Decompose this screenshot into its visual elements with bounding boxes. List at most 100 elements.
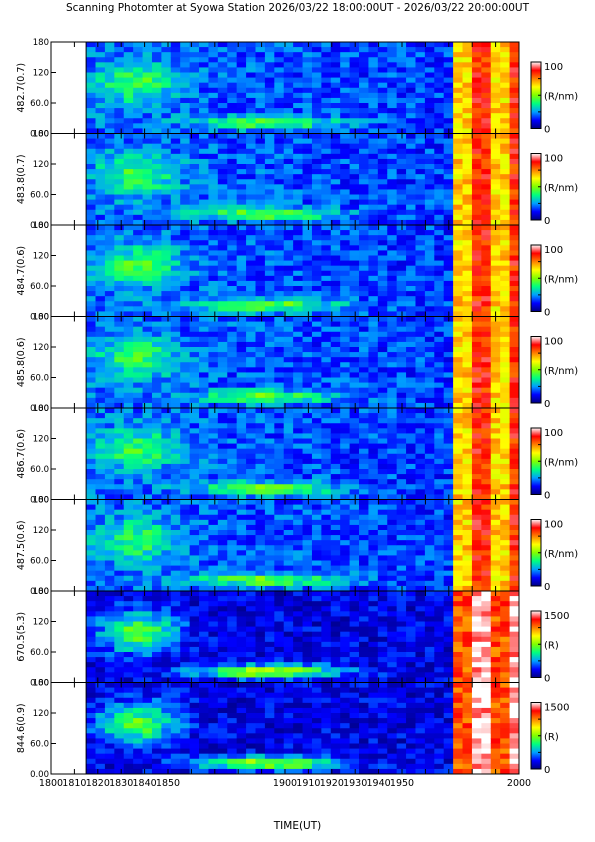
heatmap-cell: [114, 97, 125, 104]
heatmap-cell: [161, 57, 172, 63]
heatmap-cell: [490, 52, 501, 58]
heatmap-cell: [500, 270, 511, 277]
heatmap-cell: [359, 474, 369, 480]
heatmap-cell: [255, 423, 266, 429]
heatmap-cell: [462, 341, 473, 348]
heatmap-cell: [170, 184, 181, 190]
heatmap-cell: [161, 397, 172, 404]
heatmap-cell: [208, 286, 219, 292]
heatmap-cell: [274, 230, 285, 236]
heatmap-cell: [161, 580, 172, 587]
heatmap-cell: [406, 189, 416, 195]
heatmap-cell: [123, 255, 134, 262]
heatmap-cell: [509, 113, 520, 119]
heatmap-cell: [462, 413, 473, 419]
heatmap-cell: [415, 214, 426, 221]
heatmap-cell: [255, 489, 266, 495]
y-tick-label: 60.0: [30, 99, 49, 109]
heatmap-cell: [462, 143, 473, 150]
heatmap-cell: [246, 57, 256, 63]
heatmap-cell: [509, 255, 520, 262]
heatmap-cell: [340, 428, 351, 434]
heatmap-cell: [424, 296, 435, 302]
heatmap-cell: [227, 87, 238, 94]
heatmap-cell: [151, 275, 162, 282]
heatmap-cell: [199, 575, 209, 582]
heatmap-cell: [302, 565, 313, 572]
heatmap-cell: [142, 550, 153, 556]
heatmap-cell: [283, 408, 294, 414]
heatmap-cell: [321, 184, 332, 190]
heatmap-cell: [180, 423, 191, 429]
heatmap-cell: [227, 479, 238, 485]
heatmap-cell: [86, 108, 97, 114]
heatmap-cell: [424, 408, 435, 414]
heatmap-cell: [142, 42, 153, 48]
heatmap-cell: [471, 418, 482, 424]
heatmap-cell: [340, 341, 351, 348]
heatmap-cell: [123, 108, 134, 114]
heatmap-cell: [490, 357, 501, 363]
heatmap-cell: [481, 230, 492, 236]
heatmap-cell: [406, 230, 416, 236]
heatmap-cell: [246, 286, 256, 292]
heatmap-cell: [264, 164, 275, 170]
heatmap-cell: [311, 458, 322, 465]
heatmap-cell: [236, 418, 247, 424]
heatmap-cell: [490, 199, 501, 206]
heatmap-cell: [264, 92, 275, 99]
heatmap-cell: [95, 362, 106, 368]
heatmap-cell: [264, 286, 275, 292]
heatmap-cell: [481, 479, 492, 485]
heatmap-cell: [434, 392, 445, 399]
heatmap-cell: [415, 133, 426, 140]
heatmap-cell: [396, 230, 407, 236]
heatmap-cell: [123, 575, 134, 582]
heatmap-cell: [104, 42, 115, 48]
heatmap-cell: [406, 209, 416, 216]
heatmap-cell: [481, 341, 492, 348]
heatmap-cell: [377, 174, 388, 180]
heatmap-cell: [86, 514, 97, 521]
heatmap-cell: [151, 499, 162, 506]
heatmap-cell: [227, 174, 238, 180]
heatmap-cell: [255, 189, 266, 195]
heatmap-cell: [283, 585, 294, 592]
heatmap-cell: [443, 479, 454, 485]
heatmap-cell: [208, 336, 219, 343]
heatmap-cell: [500, 245, 511, 251]
heatmap-cell: [302, 77, 313, 84]
heatmap-cell: [161, 341, 172, 348]
heatmap-cell: [170, 179, 181, 185]
heatmap-cell: [321, 57, 332, 63]
heatmap-cell: [311, 57, 322, 63]
heatmap-cell: [199, 103, 209, 109]
heatmap-cell: [86, 265, 97, 272]
colorbar-max-label: 100: [544, 337, 563, 348]
heatmap-cell: [161, 270, 172, 277]
heatmap-cell: [283, 550, 294, 556]
heatmap-cell: [471, 219, 482, 226]
heatmap-cell: [415, 392, 426, 399]
heatmap-cell: [255, 194, 266, 201]
heatmap-cell: [246, 585, 256, 592]
heatmap-cell: [368, 291, 379, 297]
heatmap-cell: [246, 413, 256, 419]
heatmap-cell: [246, 489, 256, 495]
heatmap-cell: [199, 194, 209, 201]
heatmap-cell: [123, 514, 134, 521]
heatmap-cell: [227, 128, 238, 134]
heatmap-cell: [274, 484, 285, 490]
heatmap-cell: [349, 413, 360, 419]
heatmap-cell: [227, 62, 238, 68]
heatmap-cell: [415, 199, 426, 206]
heatmap-cell: [170, 382, 181, 389]
heatmap-cell: [471, 260, 482, 267]
heatmap-cell: [509, 225, 520, 231]
heatmap-cell: [217, 484, 228, 490]
heatmap-cell: [264, 575, 275, 582]
heatmap-cell: [264, 428, 275, 434]
heatmap-cell: [321, 194, 332, 201]
heatmap-cell: [509, 357, 520, 363]
